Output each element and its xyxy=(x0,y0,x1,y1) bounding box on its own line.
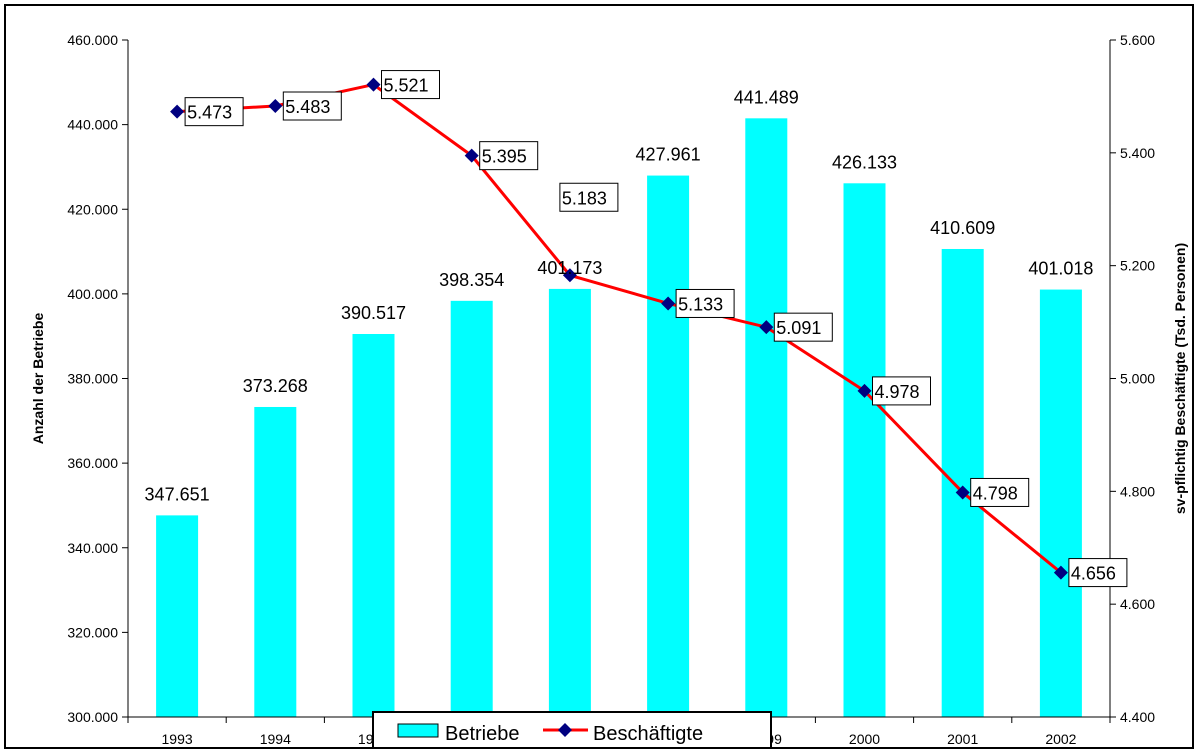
line-label-1996: 5.395 xyxy=(482,147,527,167)
legend-label-beschaeftigte: Beschäftigte xyxy=(593,723,703,745)
y-tick-label-left: 300.000 xyxy=(67,709,118,725)
x-tick-label-1993: 1993 xyxy=(162,731,193,747)
y-tick-label-right: 5.600 xyxy=(1120,32,1155,48)
bar-1999 xyxy=(745,118,788,718)
y-tick-label-left: 440.000 xyxy=(67,117,118,133)
y-axis-title-left: Anzahl der Betriebe xyxy=(30,313,46,445)
line-label-box-1994 xyxy=(282,91,342,121)
bar-2002 xyxy=(1039,289,1082,717)
bar-1993 xyxy=(156,515,199,717)
line-marker-1998 xyxy=(661,296,676,311)
bar-label-1995: 390.517 xyxy=(341,303,406,323)
y-tick-label-left: 400.000 xyxy=(67,286,118,302)
y-tick-label-left: 460.000 xyxy=(67,32,118,48)
bar-label-1996: 398.354 xyxy=(439,270,504,290)
legend-label-betriebe: Betriebe xyxy=(445,723,520,745)
line-label-box-2000 xyxy=(872,376,931,406)
chart-frame xyxy=(4,4,1194,749)
legend: Betriebe Beschäftigte xyxy=(372,711,772,747)
y-tick-label-left: 340.000 xyxy=(67,540,118,556)
line-marker-1997 xyxy=(562,268,577,283)
line-label-box-1993 xyxy=(184,97,244,127)
line-series-beschaeftigte xyxy=(170,77,1068,580)
line-marker-1993 xyxy=(170,104,185,119)
line-label-2000: 4.978 xyxy=(875,382,920,402)
line-label-1993: 5.473 xyxy=(187,103,232,123)
legend-marker-beschaeftigte xyxy=(558,723,572,737)
bar-label-2001: 410.609 xyxy=(930,218,995,238)
bar-label-1997: 401.173 xyxy=(537,258,602,278)
y-tick-label-right: 4.400 xyxy=(1120,709,1155,725)
bar-label-1999: 441.489 xyxy=(734,87,799,107)
x-tick-label-2001: 2001 xyxy=(947,731,978,747)
bar-series-betriebe xyxy=(156,118,1082,718)
line-label-1995: 5.521 xyxy=(384,76,429,96)
line-marker-1996 xyxy=(464,148,479,163)
line-label-2001: 4.798 xyxy=(973,483,1018,503)
line-marker-2000 xyxy=(857,383,872,398)
y-tick-label-left: 380.000 xyxy=(67,371,118,387)
line-label-1999: 5.091 xyxy=(776,318,821,338)
x-tick-label-1994: 1994 xyxy=(260,731,291,747)
y-tick-label-left: 320.000 xyxy=(67,624,118,640)
line-marker-1995 xyxy=(366,77,381,92)
line-label-box-1996 xyxy=(479,141,539,171)
y-tick-label-left: 420.000 xyxy=(67,201,118,217)
y-axis-title-right: sv-pflichtig Beschäftigte (Tsd. Personen… xyxy=(1172,243,1188,514)
line-label-box-1997 xyxy=(559,182,619,212)
y-tick-label-right: 4.600 xyxy=(1120,596,1155,612)
line-marker-1994 xyxy=(268,99,283,114)
line-path xyxy=(177,82,1062,574)
line-label-box-2001 xyxy=(970,477,1030,507)
line-marker-1999 xyxy=(759,320,774,335)
line-label-box-1999 xyxy=(773,312,833,342)
line-label-1994: 5.483 xyxy=(285,97,330,117)
bar-1994 xyxy=(254,406,297,717)
bar-1997 xyxy=(548,288,591,717)
bar-label-1993: 347.651 xyxy=(145,484,210,504)
y-tick-label-left: 360.000 xyxy=(67,455,118,471)
legend-swatch-betriebe xyxy=(397,723,439,738)
axes: 300.000 320.000 340.000 360.000 380.000 400.0… xyxy=(30,32,1188,747)
bar-1998 xyxy=(647,175,690,718)
line-marker-2002 xyxy=(1053,565,1068,580)
line-label-box-1998 xyxy=(675,288,735,318)
bar-label-1994: 373.268 xyxy=(243,376,308,396)
y-tick-label-right: 4.800 xyxy=(1120,483,1155,499)
y-tick-label-right: 5.000 xyxy=(1120,371,1155,387)
data-labels: 347.651 373.268 390.517 398.354 401.173 427.9… xyxy=(145,70,1128,588)
bar-1996 xyxy=(450,300,493,717)
bar-2000 xyxy=(843,183,886,717)
bar-label-1998: 427.961 xyxy=(636,145,701,165)
line-label-1998: 5.133 xyxy=(678,294,723,314)
line-label-box-2002 xyxy=(1068,558,1128,588)
line-marker-2001 xyxy=(955,485,970,500)
x-tick-label-2000: 2000 xyxy=(849,731,880,747)
line-label-box-1995 xyxy=(381,70,440,100)
y-tick-label-right: 5.200 xyxy=(1120,258,1155,274)
line-label-2002: 4.656 xyxy=(1071,564,1116,584)
y-tick-label-right: 5.400 xyxy=(1120,145,1155,161)
line-label-1997: 5.183 xyxy=(562,188,607,208)
x-tick-label-2002: 2002 xyxy=(1045,731,1076,747)
bar-label-2000: 426.133 xyxy=(832,152,897,172)
bar-label-2002: 401.018 xyxy=(1028,259,1093,279)
bar-1995 xyxy=(352,333,395,717)
